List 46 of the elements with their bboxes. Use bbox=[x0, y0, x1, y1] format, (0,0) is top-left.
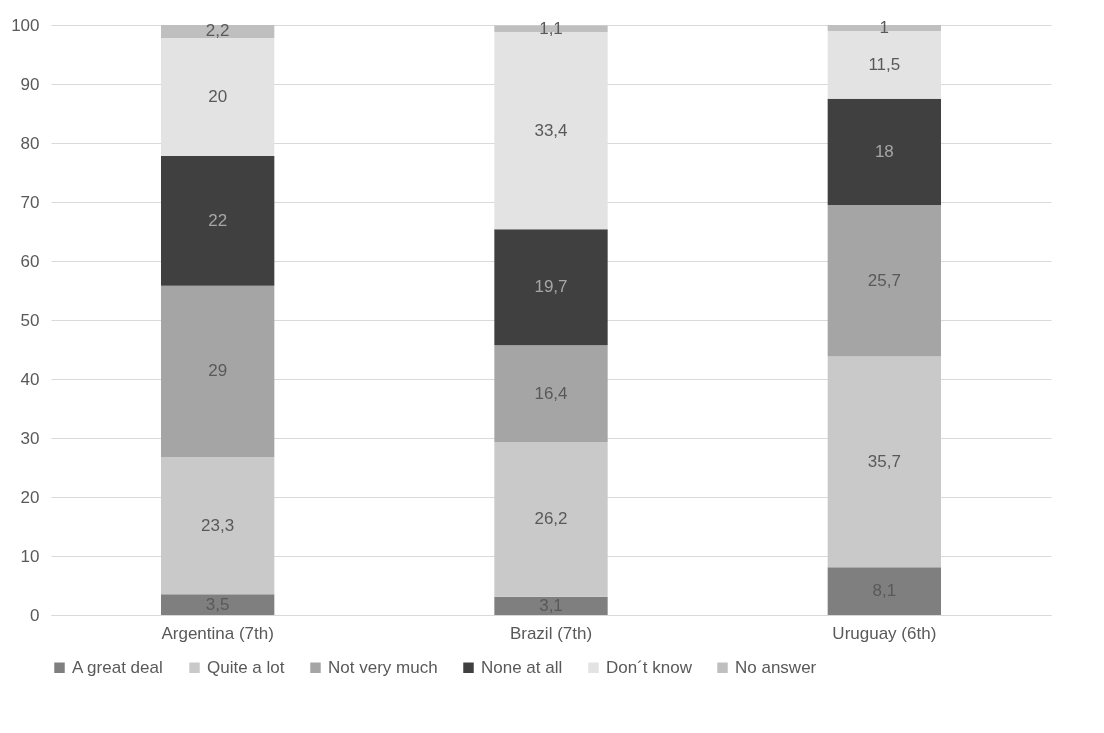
bar bbox=[161, 155, 275, 286]
y-tick-label: 20 bbox=[20, 487, 40, 507]
data-label: 26,2 bbox=[534, 509, 568, 529]
data-label: 18 bbox=[874, 141, 894, 161]
x-tick-label: Argentina (7th) bbox=[161, 623, 274, 643]
bar bbox=[494, 229, 608, 346]
y-tick-label: 30 bbox=[20, 428, 40, 448]
data-label: 23,3 bbox=[201, 515, 235, 535]
legend-label: Not very much bbox=[328, 657, 438, 677]
y-tick-label: 0 bbox=[30, 605, 40, 625]
y-tick-label: 80 bbox=[20, 133, 40, 153]
y-tick-label: 50 bbox=[20, 310, 40, 330]
data-label: 33,4 bbox=[534, 120, 568, 140]
data-label: 22 bbox=[208, 210, 228, 230]
data-label: 16,4 bbox=[534, 383, 568, 403]
data-label: 19,7 bbox=[534, 277, 568, 297]
legend-label: No answer bbox=[735, 657, 817, 677]
bar bbox=[827, 356, 941, 568]
legend-label: Quite a lot bbox=[207, 657, 285, 677]
data-label: 29 bbox=[208, 361, 228, 381]
bar bbox=[161, 594, 275, 615]
x-tick-label: Brazil (7th) bbox=[509, 623, 593, 643]
bar bbox=[494, 442, 608, 597]
bar bbox=[827, 567, 941, 615]
data-label: 11,5 bbox=[868, 54, 901, 74]
data-label: 35,7 bbox=[867, 451, 901, 471]
x-tick-label: Uruguay (6th) bbox=[832, 623, 937, 643]
y-tick-label: 100 bbox=[11, 15, 40, 35]
y-tick-label: 40 bbox=[20, 369, 40, 389]
y-tick-label: 60 bbox=[20, 251, 40, 271]
bar bbox=[161, 25, 275, 38]
y-tick-label: 90 bbox=[20, 74, 40, 94]
bar bbox=[494, 345, 608, 443]
legend-label: None at all bbox=[481, 657, 563, 677]
legend-label: Don´t know bbox=[606, 657, 693, 677]
data-label: 20 bbox=[208, 86, 228, 106]
bar bbox=[827, 98, 941, 205]
bar bbox=[827, 204, 941, 357]
bar bbox=[161, 456, 275, 595]
data-label: 2,2 bbox=[205, 21, 230, 41]
bar bbox=[494, 596, 608, 615]
y-tick-label: 10 bbox=[20, 546, 40, 566]
bar bbox=[161, 285, 275, 457]
legend-label: A great deal bbox=[72, 657, 163, 677]
data-label: 25,7 bbox=[867, 270, 901, 290]
y-tick-label: 70 bbox=[20, 192, 40, 212]
